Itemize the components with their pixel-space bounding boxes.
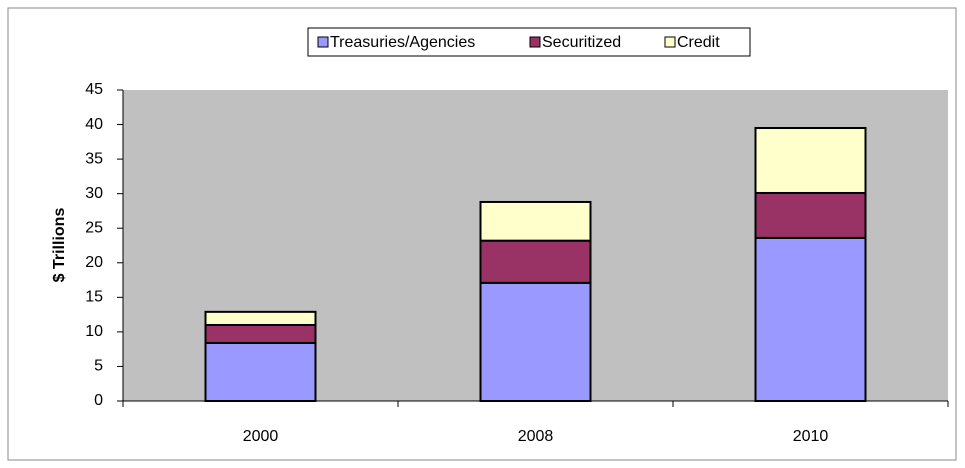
bar-segment (754, 236, 867, 402)
legend-label: Treasuries/Agencies (330, 34, 475, 51)
legend-swatch (529, 36, 541, 48)
y-tick-label: 15 (85, 289, 103, 306)
y-tick-label: 30 (85, 185, 103, 202)
bar-segment (479, 281, 592, 403)
x-tick-label: 2010 (793, 428, 829, 445)
legend-swatch (664, 36, 676, 48)
y-tick-label: 35 (85, 150, 103, 167)
y-tick-label: 45 (85, 81, 103, 98)
y-tick-label: 0 (94, 392, 103, 409)
x-tick-label: 2008 (518, 428, 554, 445)
y-tick-label: 20 (85, 254, 103, 271)
bar-segment (754, 127, 867, 194)
bar-segment (204, 341, 317, 402)
bar-segment (479, 239, 592, 284)
bar-segment (479, 200, 592, 242)
y-tick-label: 40 (85, 116, 103, 133)
legend-box (307, 27, 751, 57)
legend-swatch (317, 36, 329, 48)
y-tick-label: 25 (85, 219, 103, 236)
bar-segment (204, 310, 317, 326)
y-axis-label: $ Trillions (51, 208, 68, 283)
legend-label: Securitized (542, 34, 621, 51)
y-tick-label: 5 (94, 358, 103, 375)
bar-segment (754, 191, 867, 239)
bar-segment (204, 323, 317, 344)
y-tick-label: 10 (85, 323, 103, 340)
x-tick-label: 2000 (243, 428, 279, 445)
legend-label: Credit (677, 34, 720, 51)
